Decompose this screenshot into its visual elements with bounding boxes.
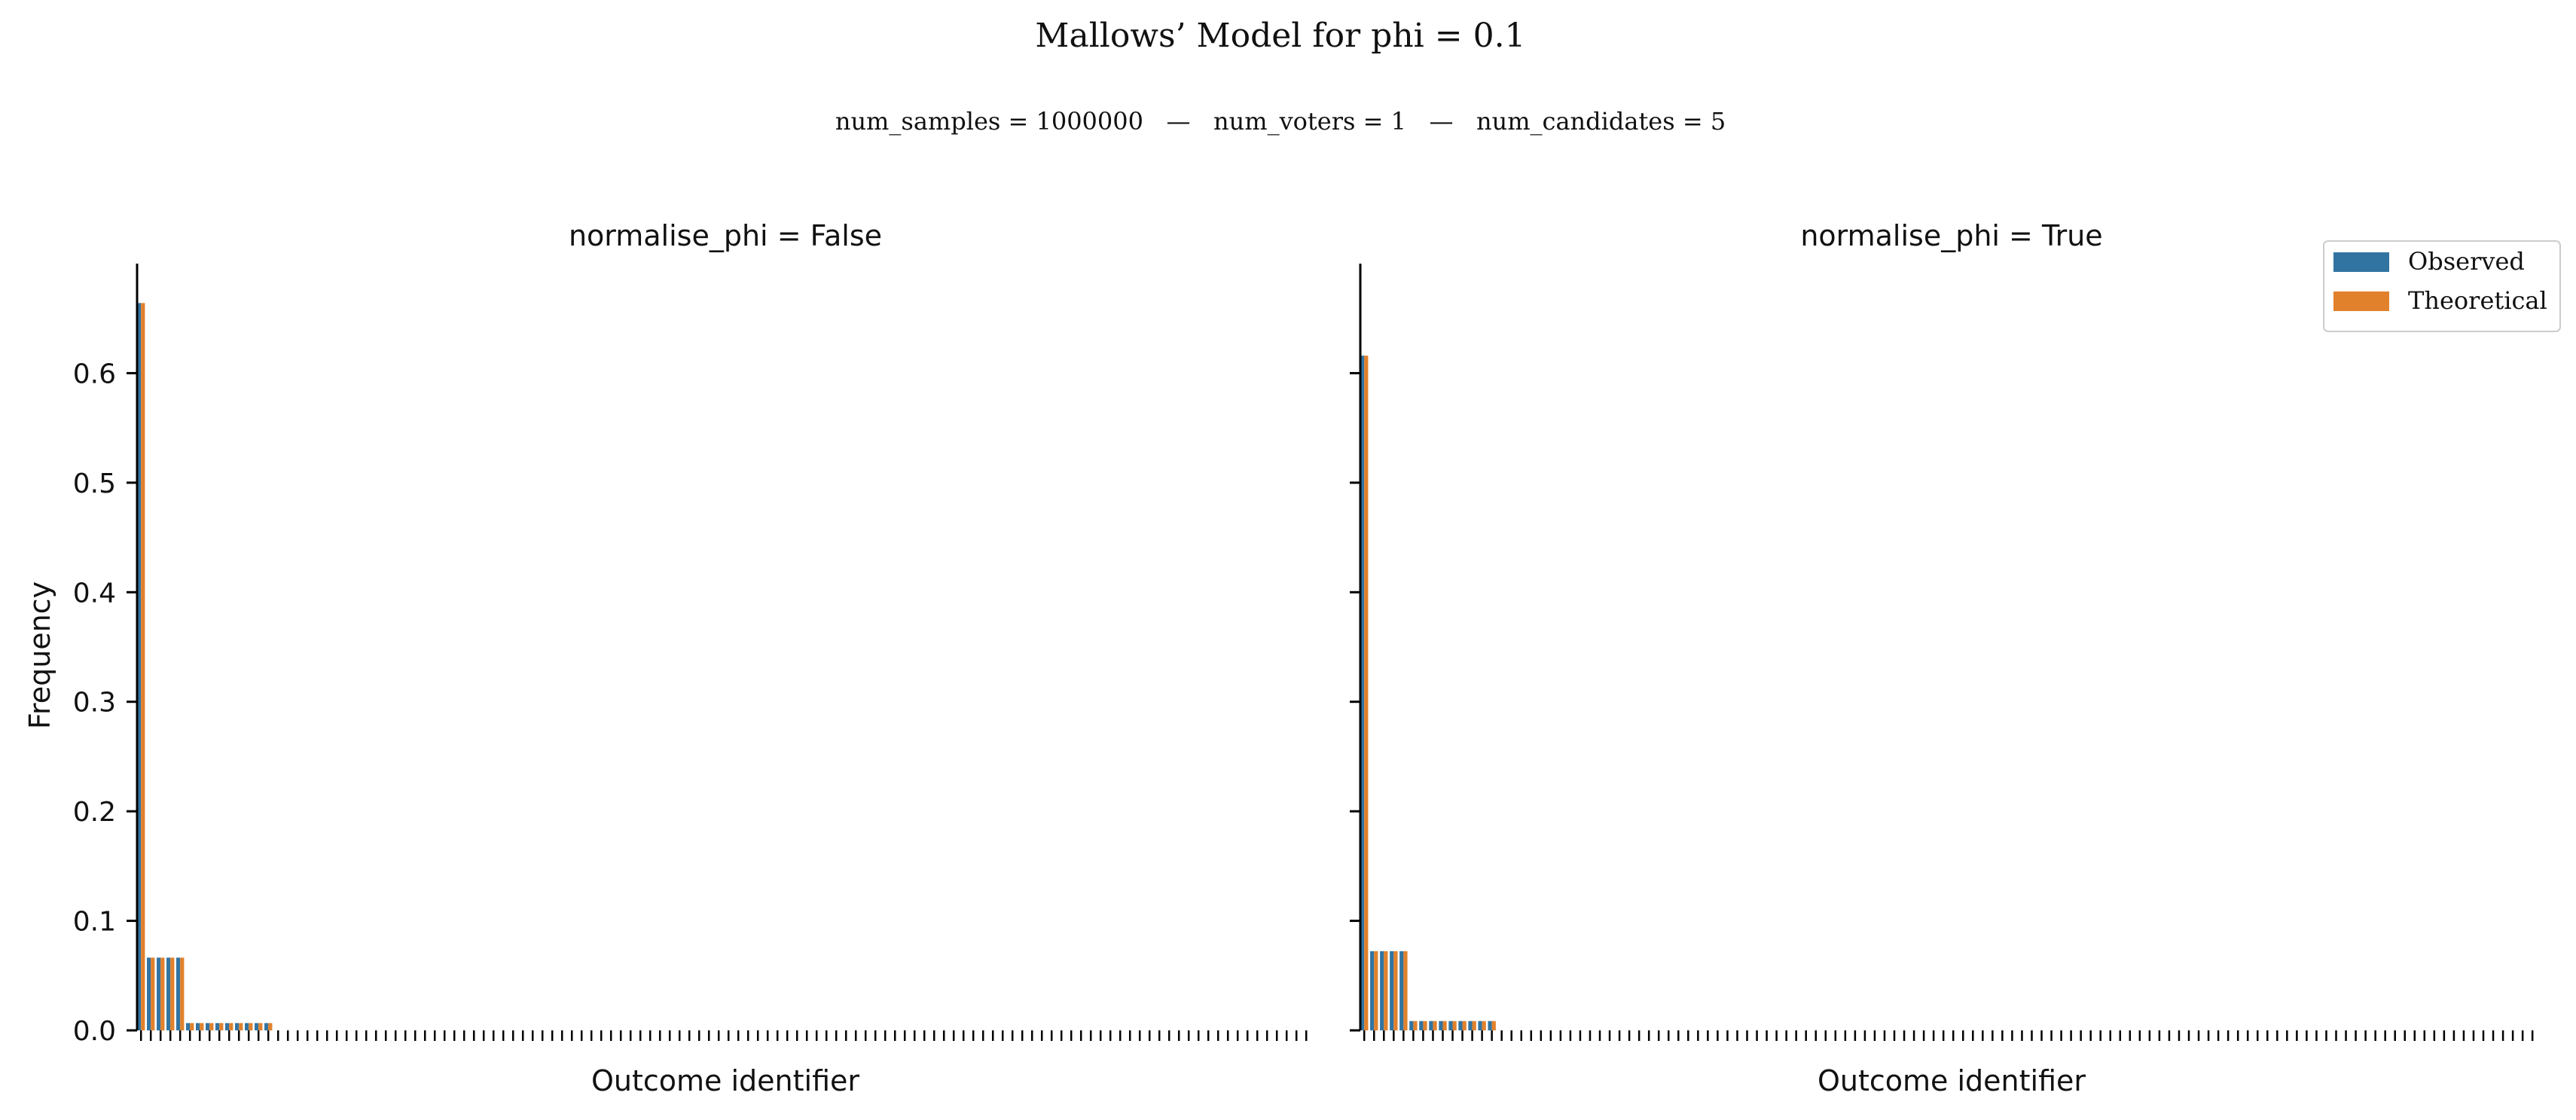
bar-theoretical-4: [180, 957, 185, 1030]
bar-observed-1: [147, 957, 151, 1030]
bar-theoretical-10: [1462, 1021, 1467, 1030]
legend: Observed Theoretical: [2323, 240, 2561, 332]
bar-theoretical-8: [219, 1023, 224, 1030]
panel-left: normalise_phi = False Frequency Outcome …: [23, 219, 1308, 1097]
bar-theoretical-2: [1384, 951, 1388, 1030]
bar-theoretical-8: [1442, 1021, 1447, 1030]
bar-theoretical-5: [190, 1023, 194, 1030]
bar-theoretical-1: [1374, 951, 1378, 1030]
legend-label-theoretical: Theoretical: [2408, 286, 2547, 315]
panel-left-title: normalise_phi = False: [569, 219, 882, 252]
bar-observed-2: [1380, 951, 1384, 1030]
y-tick-label: 0.3: [73, 688, 116, 719]
bar-theoretical-5: [1413, 1021, 1418, 1030]
bar-observed-1: [1370, 951, 1375, 1030]
bar-theoretical-0: [1364, 356, 1369, 1030]
bar-observed-5: [1409, 1021, 1414, 1030]
bar-observed-12: [1478, 1021, 1482, 1030]
bar-observed-0: [1360, 356, 1365, 1030]
bar-theoretical-7: [1433, 1021, 1437, 1030]
bar-theoretical-9: [1452, 1021, 1457, 1030]
y-tick-label: 0.5: [73, 468, 116, 499]
bar-theoretical-12: [1482, 1021, 1486, 1030]
bar-theoretical-7: [209, 1023, 214, 1030]
panel-right-plot-area: [1350, 264, 2534, 1041]
bar-observed-8: [1439, 1021, 1443, 1030]
legend-swatch-theoretical: [2333, 291, 2389, 311]
bar-theoretical-6: [1423, 1021, 1427, 1030]
bar-observed-9: [1448, 1021, 1453, 1030]
bar-observed-7: [206, 1023, 210, 1030]
panel-right: normalise_phi = True Outcome identifier: [1350, 219, 2534, 1097]
bar-theoretical-3: [1393, 951, 1398, 1030]
bar-observed-11: [245, 1023, 249, 1030]
bar-observed-0: [137, 303, 142, 1031]
bar-observed-13: [1488, 1021, 1492, 1030]
bar-theoretical-1: [151, 957, 155, 1030]
bar-theoretical-2: [160, 957, 165, 1030]
y-tick-label: 0.6: [73, 359, 116, 389]
figure-subtitle: num_samples = 1000000 — num_voters = 1 —…: [835, 107, 1726, 136]
bar-theoretical-13: [268, 1023, 273, 1030]
bar-observed-7: [1429, 1021, 1433, 1030]
y-tick-label: 0.4: [73, 578, 116, 609]
bar-observed-4: [1399, 951, 1404, 1030]
bar-observed-3: [1390, 951, 1394, 1030]
bar-observed-10: [235, 1023, 240, 1030]
y-axis-label: Frequency: [23, 581, 56, 729]
bar-observed-5: [186, 1023, 191, 1030]
panel-left-plot-area: 0.0 0.1 0.2 0.3 0.4 0.5 0.6: [73, 264, 1308, 1047]
bar-theoretical-4: [1403, 951, 1408, 1030]
bar-theoretical-13: [1491, 1021, 1496, 1030]
bar-observed-10: [1458, 1021, 1463, 1030]
bar-observed-11: [1468, 1021, 1473, 1030]
bar-theoretical-12: [258, 1023, 263, 1030]
bar-observed-8: [215, 1023, 220, 1030]
panel-left-x-axis-label: Outcome identifier: [591, 1064, 859, 1097]
bar-observed-2: [157, 957, 161, 1030]
y-tick-label: 0.0: [73, 1016, 116, 1047]
y-tick-label: 0.2: [73, 797, 116, 828]
bar-observed-3: [166, 957, 171, 1030]
figure-title: Mallows’ Model for phi = 0.1: [1035, 17, 1525, 55]
bar-observed-6: [196, 1023, 200, 1030]
legend-swatch-observed: [2333, 252, 2389, 272]
bar-observed-9: [225, 1023, 230, 1030]
y-tick-label: 0.1: [73, 907, 116, 938]
panel-right-x-axis-label: Outcome identifier: [1818, 1064, 2086, 1097]
bar-theoretical-9: [229, 1023, 233, 1030]
panel-right-title: normalise_phi = True: [1800, 219, 2102, 252]
bar-theoretical-0: [141, 303, 145, 1031]
bar-observed-6: [1419, 1021, 1424, 1030]
bar-theoretical-11: [249, 1023, 253, 1030]
bar-observed-13: [264, 1023, 269, 1030]
bar-theoretical-3: [170, 957, 175, 1030]
bar-theoretical-10: [239, 1023, 243, 1030]
legend-label-observed: Observed: [2408, 247, 2525, 276]
bar-theoretical-11: [1472, 1021, 1476, 1030]
bar-observed-12: [255, 1023, 259, 1030]
bar-theoretical-6: [200, 1023, 204, 1030]
bar-observed-4: [176, 957, 181, 1030]
